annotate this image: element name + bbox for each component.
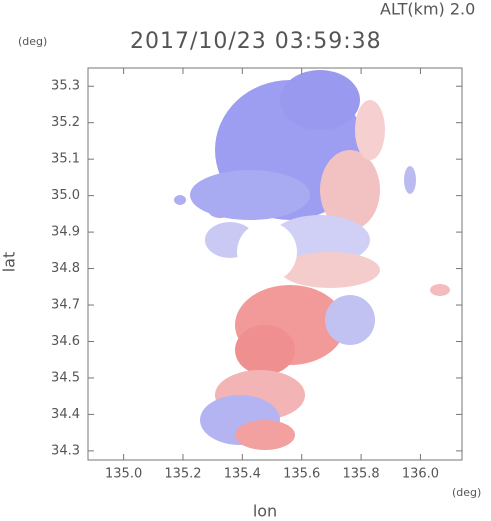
y-tick-label: 34.8 <box>51 261 80 276</box>
y-tick-label: 35.1 <box>51 152 80 167</box>
y-tick-label: 34.3 <box>51 443 80 458</box>
y-tick-label: 35.3 <box>51 79 80 94</box>
y-tick-label: 35.2 <box>51 115 80 130</box>
x-tick-label: 136.0 <box>402 467 439 482</box>
radar-field <box>174 70 450 450</box>
y-axis-label: lat <box>0 252 19 273</box>
y-tick-label: 35.0 <box>51 188 80 203</box>
y-tick-label: 34.6 <box>51 334 80 349</box>
x-tick-label: 135.0 <box>105 467 142 482</box>
x-tick-label: 135.2 <box>164 467 201 482</box>
chart-title: 2017/10/23 03:59:38 <box>130 29 382 54</box>
altitude-label: ALT(km) 2.0 <box>380 0 475 19</box>
x-unit: (deg) <box>452 486 481 499</box>
x-tick-label: 135.4 <box>224 467 261 482</box>
y-unit: (deg) <box>18 35 47 48</box>
y-tick-label: 34.4 <box>51 407 80 422</box>
y-tick-label: 34.7 <box>51 298 80 313</box>
x-tick-label: 135.8 <box>342 467 379 482</box>
y-tick-label: 34.9 <box>51 225 80 240</box>
y-tick-label: 34.5 <box>51 370 80 385</box>
x-axis-label: lon <box>253 502 277 521</box>
x-tick-label: 135.6 <box>283 467 320 482</box>
plot-frame <box>87 67 463 461</box>
